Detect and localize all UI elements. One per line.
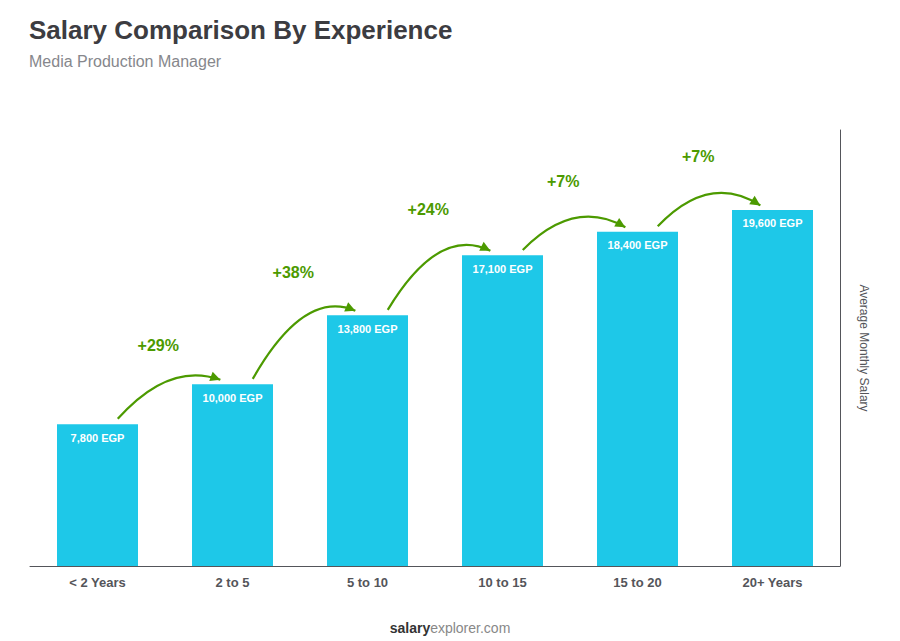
svg-text:2 to 5: 2 to 5 bbox=[216, 575, 250, 590]
svg-text:15 to 20: 15 to 20 bbox=[613, 575, 661, 590]
svg-text:Average Monthly Salary: Average Monthly Salary bbox=[857, 284, 871, 411]
svg-text:5 to 10: 5 to 10 bbox=[347, 575, 388, 590]
svg-text:18,400 EGP: 18,400 EGP bbox=[608, 239, 668, 251]
svg-text:19,600 EGP: 19,600 EGP bbox=[743, 217, 803, 229]
svg-text:+38%: +38% bbox=[273, 264, 314, 281]
svg-text:20+ Years: 20+ Years bbox=[742, 575, 802, 590]
svg-text:7,800 EGP: 7,800 EGP bbox=[71, 432, 125, 444]
svg-text:10,000 EGP: 10,000 EGP bbox=[203, 392, 263, 404]
svg-text:Media Production Manager: Media Production Manager bbox=[29, 53, 222, 70]
svg-text:+7%: +7% bbox=[682, 148, 714, 165]
svg-text:explorer.com: explorer.com bbox=[430, 620, 510, 636]
svg-text:+29%: +29% bbox=[138, 337, 179, 354]
svg-text:Salary Comparison By Experienc: Salary Comparison By Experience bbox=[29, 15, 452, 45]
svg-text:< 2 Years: < 2 Years bbox=[69, 575, 126, 590]
svg-text:+24%: +24% bbox=[408, 201, 449, 218]
svg-text:13,800 EGP: 13,800 EGP bbox=[338, 323, 398, 335]
svg-text:+7%: +7% bbox=[547, 173, 579, 190]
svg-text:salary: salary bbox=[390, 620, 431, 636]
svg-text:10 to 15: 10 to 15 bbox=[478, 575, 526, 590]
svg-text:17,100 EGP: 17,100 EGP bbox=[473, 263, 533, 275]
